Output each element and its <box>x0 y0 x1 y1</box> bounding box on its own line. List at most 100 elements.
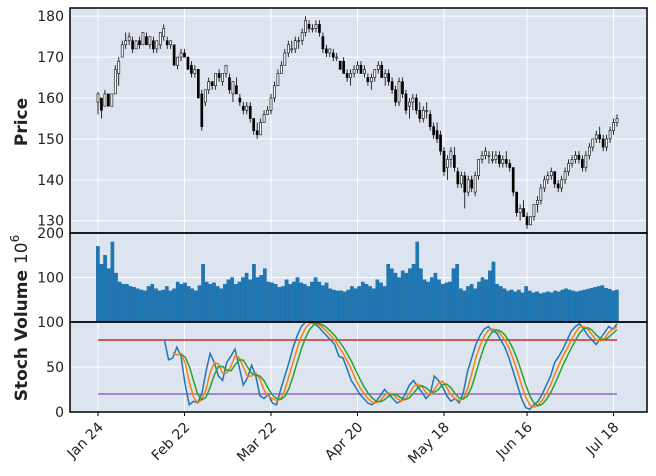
candle-body <box>352 69 356 74</box>
volume-bar <box>589 288 594 323</box>
candle-body <box>567 163 570 172</box>
candle-body <box>331 52 335 58</box>
candle-body <box>238 97 242 103</box>
candle-body <box>148 36 152 46</box>
candle-body <box>612 122 615 132</box>
stoch-d-line <box>172 321 618 409</box>
candle-body <box>259 122 262 136</box>
candle-body <box>283 52 287 66</box>
candle-body <box>231 81 235 95</box>
candle-body <box>463 175 467 193</box>
price-panel-bg <box>70 8 647 233</box>
volume-bar <box>183 282 187 323</box>
volume-bar <box>248 279 253 323</box>
volume-bar <box>575 291 579 323</box>
candle-body <box>487 154 491 157</box>
candle-body <box>553 171 557 185</box>
candle-body <box>459 175 463 185</box>
candle-body <box>179 52 183 58</box>
volume-bar <box>607 288 612 323</box>
volume-bar <box>342 291 347 323</box>
volume-bar <box>422 279 427 323</box>
x-tick-label: May 18 <box>405 420 453 468</box>
volume-bar <box>281 286 285 323</box>
candle-body <box>508 163 512 168</box>
candle-body <box>158 32 162 46</box>
volume-bar <box>197 285 202 323</box>
volume-bar <box>462 290 467 323</box>
volume-bar <box>230 277 234 323</box>
volume-bar <box>135 288 140 323</box>
volume-bar <box>284 279 289 323</box>
candle-body <box>113 69 117 95</box>
candle-body <box>255 130 259 136</box>
volume-bar <box>321 285 325 323</box>
candle-body <box>214 73 217 87</box>
candle-body <box>373 69 377 78</box>
price-tick-label: 160 <box>37 91 64 107</box>
candle-body <box>197 69 200 99</box>
volume-bar <box>466 286 470 323</box>
volume-bar <box>121 284 126 323</box>
candle-body <box>404 93 408 111</box>
candle-body <box>477 159 480 177</box>
candle-body <box>484 150 487 156</box>
candle-body <box>335 56 339 59</box>
candle-body <box>117 60 121 74</box>
volume-bar <box>259 275 263 323</box>
volume-bar <box>288 284 293 323</box>
candle-body <box>359 64 363 74</box>
candle-body <box>252 118 256 132</box>
volume-bar <box>411 263 416 323</box>
volume-bar <box>190 288 195 323</box>
volume-bar <box>277 287 282 323</box>
volume-bar <box>596 286 601 323</box>
candle-body <box>608 130 612 140</box>
volume-bar <box>444 282 449 323</box>
candle-body <box>515 191 518 213</box>
volume-bar <box>611 290 616 323</box>
candle-body <box>314 24 318 29</box>
candle-body <box>581 159 584 168</box>
x-tick-label: Mar 22 <box>234 420 280 466</box>
price-tick-label: 150 <box>37 132 64 148</box>
volume-bar <box>382 286 387 323</box>
volume-bar <box>335 290 340 323</box>
volume-bar <box>513 291 518 323</box>
candle-body <box>615 118 619 123</box>
volume-bar <box>139 289 144 323</box>
volume-bar <box>175 281 180 323</box>
volume-bar <box>615 289 619 323</box>
candle-body <box>165 40 169 46</box>
volume-bar <box>219 288 224 323</box>
volume-bar <box>215 286 220 323</box>
candle-body <box>280 64 283 74</box>
volume-bar <box>161 289 166 323</box>
volume-bar <box>440 284 445 323</box>
candle-body <box>605 138 608 148</box>
candle-body <box>141 32 145 46</box>
candle-body <box>532 204 536 217</box>
volume-bar <box>390 268 394 323</box>
volume-bar <box>179 284 184 323</box>
candle-body <box>342 60 345 74</box>
volume-bar <box>553 290 557 323</box>
price-tick-label: 170 <box>37 50 64 66</box>
candle-body <box>190 64 193 74</box>
volume-bar <box>571 290 576 323</box>
volume-bar <box>295 277 300 323</box>
candle-body <box>248 105 252 119</box>
candle-body <box>172 44 176 66</box>
volume-bar <box>397 277 401 323</box>
candle-body <box>273 85 276 99</box>
price-tick-label: 180 <box>37 9 64 25</box>
volume-bar <box>233 284 238 323</box>
price-tick-label: 130 <box>37 214 64 230</box>
volume-bar <box>117 281 122 323</box>
candle-body <box>176 56 179 66</box>
volume-bar <box>433 272 438 323</box>
candle-body <box>529 216 532 226</box>
volume-bar <box>368 286 372 323</box>
x-tick-label: Jul 18 <box>583 420 623 460</box>
volume-bar <box>132 287 136 323</box>
